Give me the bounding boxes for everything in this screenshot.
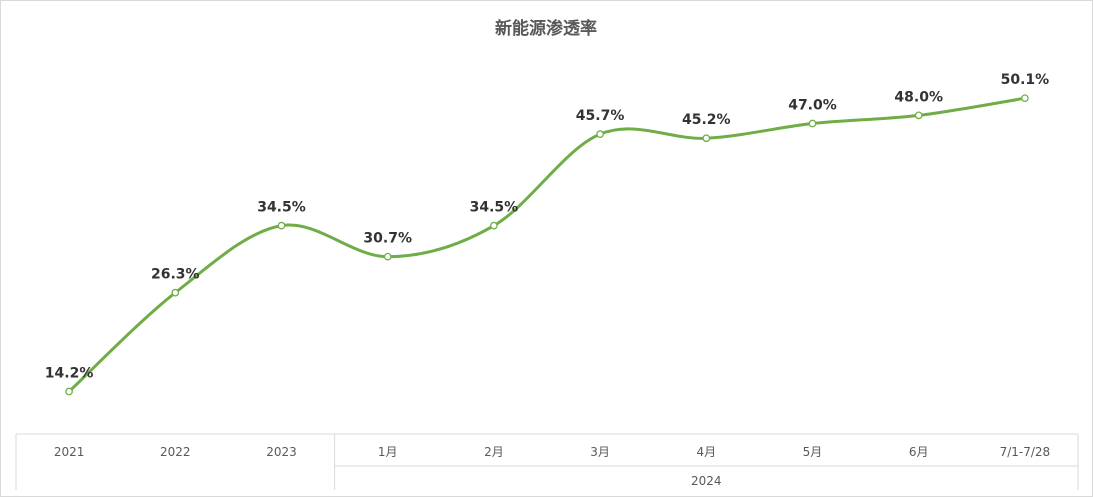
data-point[interactable] bbox=[1021, 94, 1029, 103]
data-label: 48.0% bbox=[894, 89, 943, 105]
data-point[interactable] bbox=[596, 130, 604, 139]
x-tick-label: 2月 bbox=[484, 445, 504, 459]
x-tick-label: 5月 bbox=[803, 445, 823, 459]
data-label: 14.2% bbox=[45, 366, 94, 382]
data-point[interactable] bbox=[277, 221, 286, 230]
chart-title: 新能源渗透率 bbox=[495, 18, 597, 39]
data-label: 30.7% bbox=[363, 231, 412, 247]
x-tick-label: 2023 bbox=[266, 445, 297, 459]
data-point[interactable] bbox=[65, 387, 73, 396]
x-tick-label: 2022 bbox=[160, 445, 191, 459]
x-tick-label: 2021 bbox=[54, 445, 85, 459]
data-point[interactable] bbox=[171, 288, 180, 297]
data-point[interactable] bbox=[702, 134, 711, 143]
data-label: 45.2% bbox=[682, 112, 731, 128]
data-point[interactable] bbox=[490, 221, 498, 230]
data-label: 34.5% bbox=[257, 200, 306, 216]
series-line bbox=[67, 96, 1027, 394]
data-label: 45.7% bbox=[576, 108, 625, 124]
series-layer bbox=[65, 94, 1029, 396]
category-axis-table: 2024 2021 2022 2023 1月 2月 3月 4月 5月 6月 7/1-7/28 bbox=[15, 433, 1079, 490]
x-tick-label: 4月 bbox=[696, 445, 716, 459]
data-label: 26.3% bbox=[151, 267, 200, 283]
group-label: 2024 bbox=[691, 474, 722, 488]
data-label: 47.0% bbox=[788, 98, 837, 114]
data-label: 34.5% bbox=[470, 200, 519, 216]
data-point[interactable] bbox=[914, 111, 923, 120]
data-label: 50.1% bbox=[1001, 72, 1050, 88]
data-point[interactable] bbox=[383, 252, 392, 261]
x-tick-label: 3月 bbox=[590, 445, 610, 459]
x-tick-label: 1月 bbox=[378, 445, 398, 459]
x-tick-label: 6月 bbox=[909, 445, 929, 459]
data-point[interactable] bbox=[808, 119, 817, 128]
x-tick-label: 7/1-7/28 bbox=[1000, 445, 1051, 459]
data-labels-layer: 14.2% 26.3% 34.5% 30.7% 34.5% 45.7% 45.2% 47.0%… bbox=[45, 72, 1049, 381]
